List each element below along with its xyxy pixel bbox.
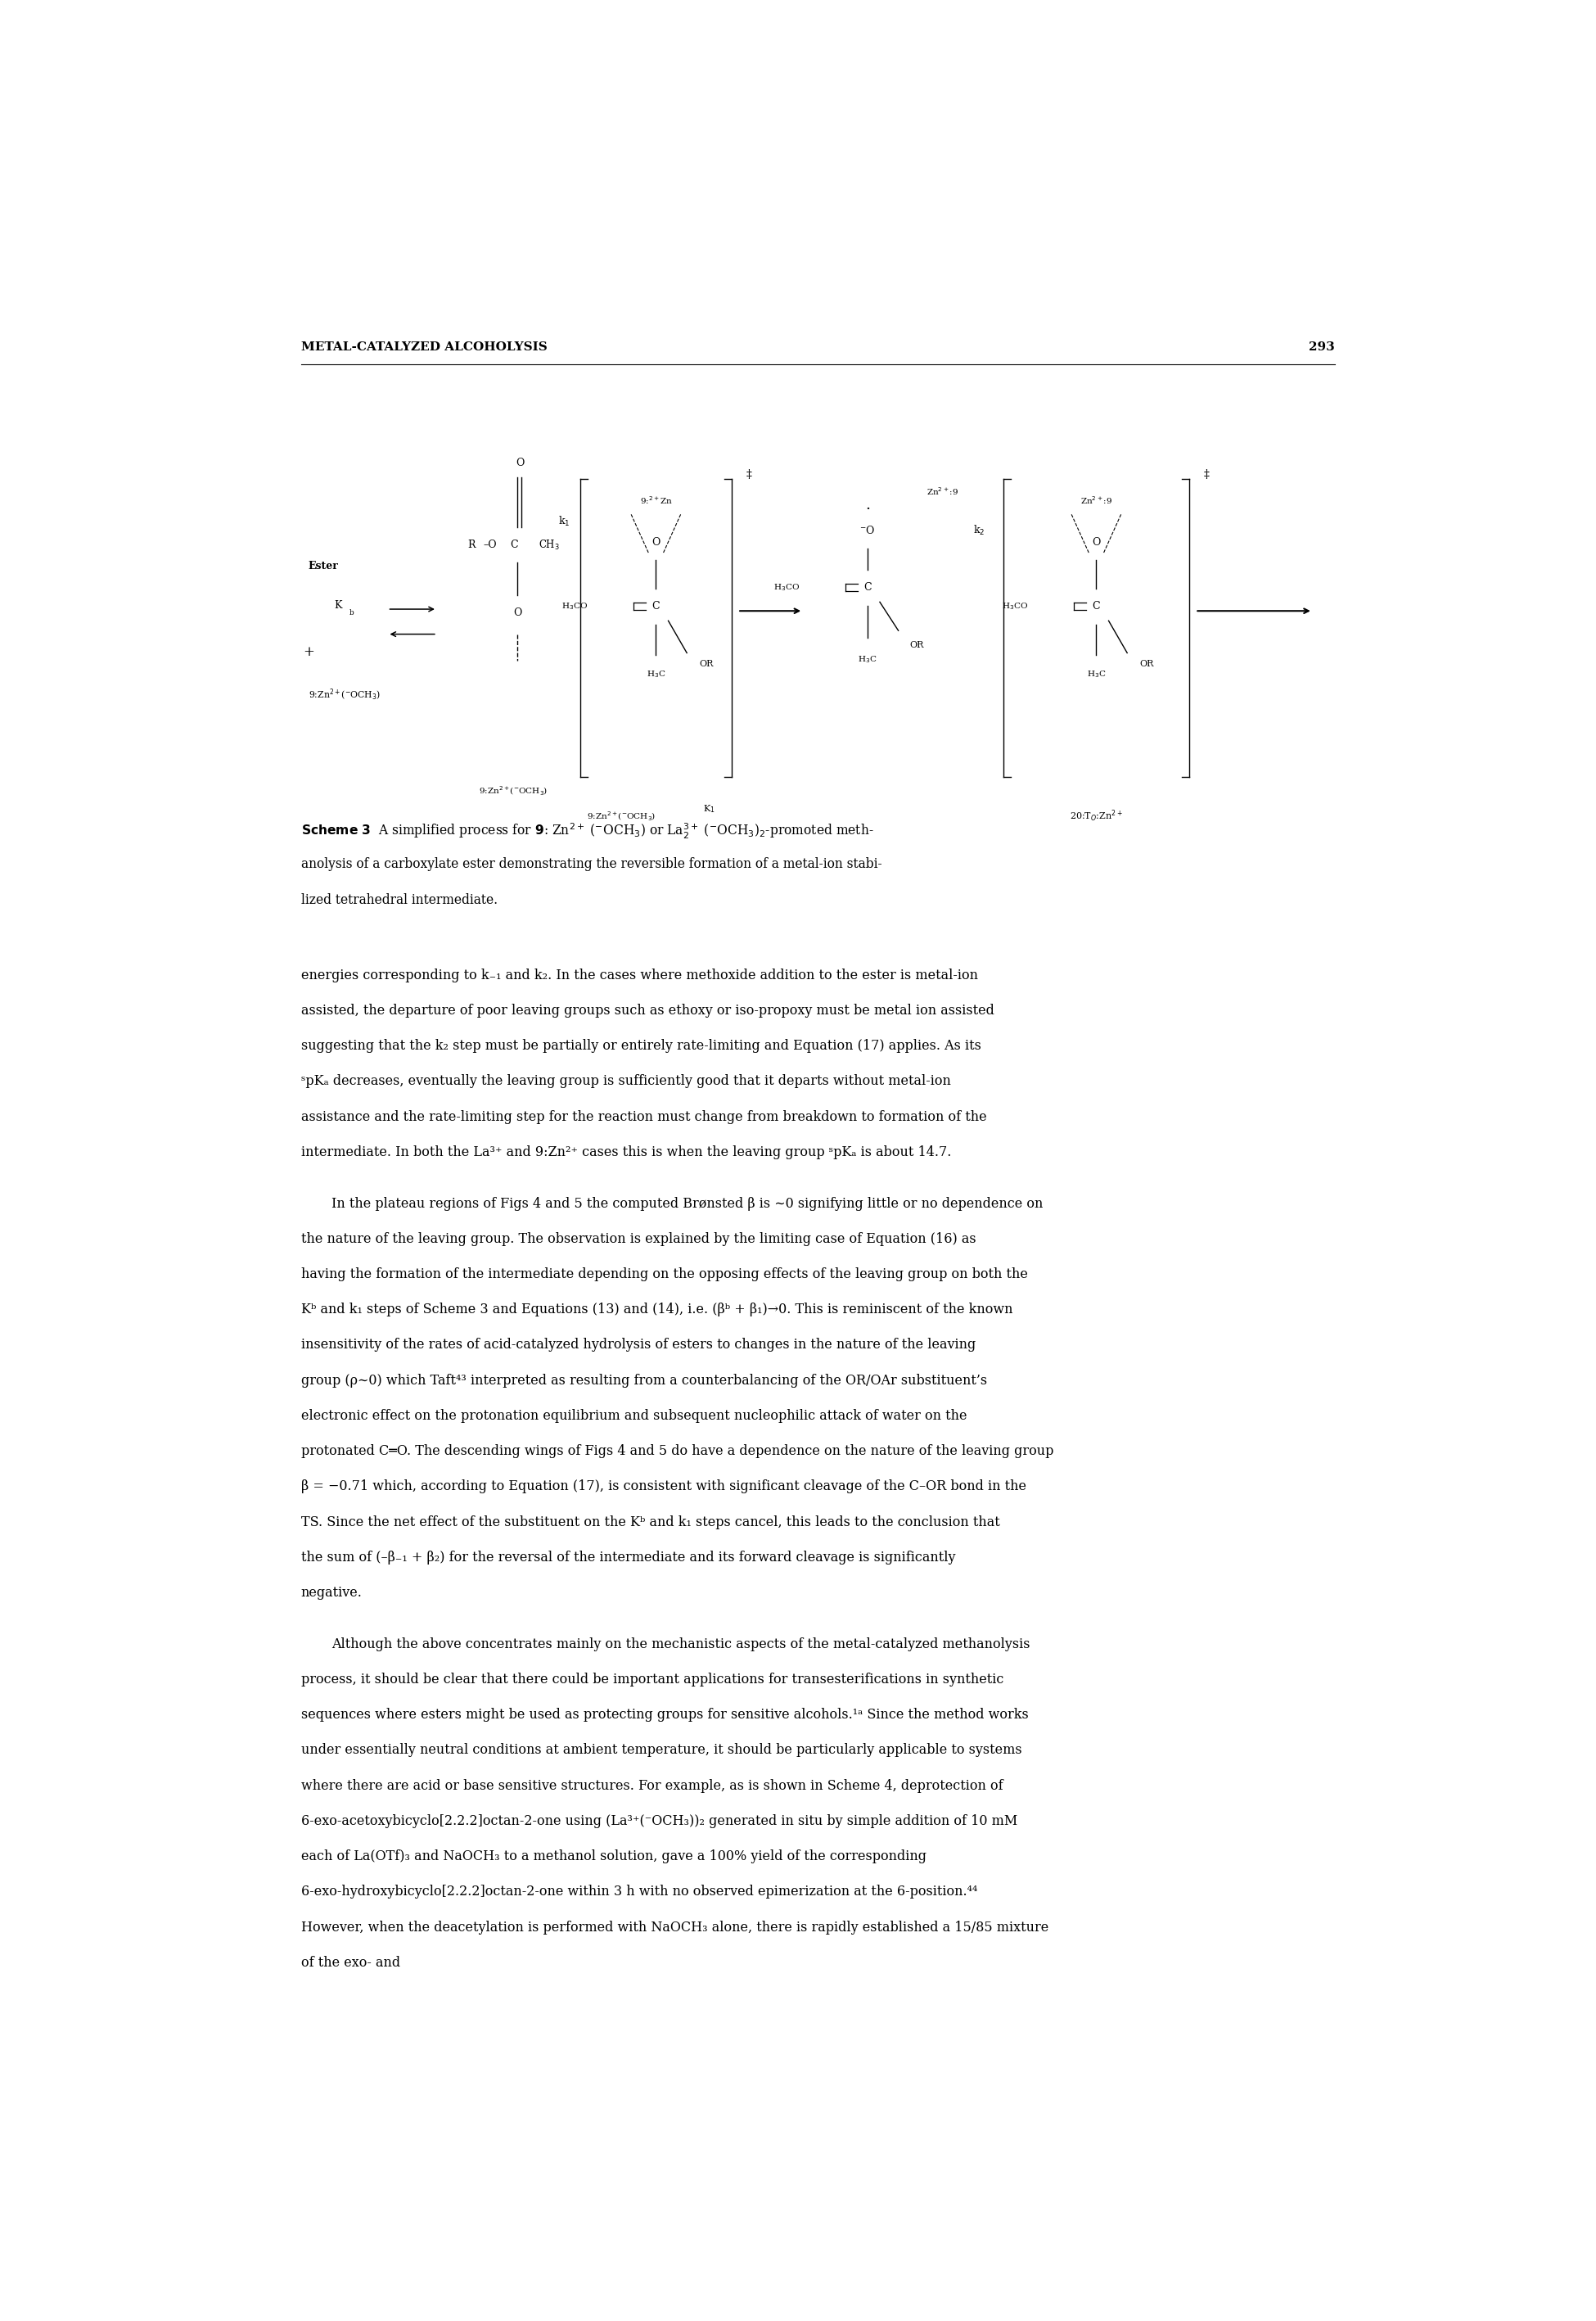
Text: group (ρ∼0) which Taft⁴³ interpreted as resulting from a counterbalancing of the: group (ρ∼0) which Taft⁴³ interpreted as …: [302, 1374, 986, 1388]
Text: Kᵇ and k₁ steps of Scheme 3 and Equations (13) and (14), i.e. (βᵇ + β₁)→0. This : Kᵇ and k₁ steps of Scheme 3 and Equation…: [302, 1302, 1012, 1316]
Text: negative.: negative.: [302, 1585, 362, 1599]
Text: ·: ·: [865, 501, 870, 518]
Text: β = −0.71 which, according to Equation (17), is consistent with significant clea: β = −0.71 which, according to Equation (…: [302, 1481, 1026, 1495]
Text: assistance and the rate-limiting step for the reaction must change from breakdow: assistance and the rate-limiting step fo…: [302, 1109, 986, 1123]
Text: METAL-CATALYZED ALCOHOLYSIS: METAL-CATALYZED ALCOHOLYSIS: [302, 341, 547, 353]
Text: anolysis of a carboxylate ester demonstrating the reversible formation of a meta: anolysis of a carboxylate ester demonstr…: [302, 856, 881, 870]
Text: CH$_3$: CH$_3$: [538, 538, 560, 552]
Text: Zn$^{2+}$:9: Zn$^{2+}$:9: [927, 485, 959, 497]
Text: In the plateau regions of Figs 4 and 5 the computed Brønsted β is ∼0 signifying : In the plateau regions of Figs 4 and 5 t…: [332, 1198, 1044, 1212]
Text: OR: OR: [910, 641, 924, 650]
Text: where there are acid or base sensitive structures. For example, as is shown in S: where there are acid or base sensitive s…: [302, 1778, 1002, 1792]
Text: K$_1$: K$_1$: [704, 803, 715, 815]
Text: energies corresponding to k₋₁ and k₂. In the cases where methoxide addition to t: energies corresponding to k₋₁ and k₂. In…: [302, 968, 978, 982]
Text: H$_3$C: H$_3$C: [646, 668, 666, 680]
Text: the nature of the leaving group. The observation is explained by the limiting ca: the nature of the leaving group. The obs…: [302, 1232, 975, 1246]
Text: H$_3$CO: H$_3$CO: [772, 583, 800, 592]
Text: Zn$^{2+}$:9: Zn$^{2+}$:9: [1080, 494, 1112, 506]
Text: ‡: ‡: [747, 469, 752, 480]
Text: of the exo- and: of the exo- and: [302, 1957, 401, 1971]
Text: protonated C═O. The descending wings of Figs 4 and 5 do have a dependence on the: protonated C═O. The descending wings of …: [302, 1444, 1053, 1458]
Text: sequences where esters might be used as protecting groups for sensitive alcohols: sequences where esters might be used as …: [302, 1708, 1028, 1722]
Text: O: O: [514, 608, 522, 617]
Text: C: C: [1092, 601, 1100, 613]
Text: each of La(OTf)₃ and NaOCH₃ to a methanol solution, gave a 100% yield of the cor: each of La(OTf)₃ and NaOCH₃ to a methano…: [302, 1850, 926, 1864]
Text: $\mathbf{Scheme\ 3}$  A simplified process for $\mathbf{9}$: Zn$^{2+}$ ($^{-}$OC: $\mathbf{Scheme\ 3}$ A simplified proces…: [302, 822, 873, 840]
Text: O: O: [516, 457, 523, 469]
Text: R: R: [468, 538, 476, 550]
Text: having the formation of the intermediate depending on the opposing effects of th: having the formation of the intermediate…: [302, 1267, 1028, 1281]
Text: ˢpKₐ decreases, eventually the leaving group is sufficiently good that it depart: ˢpKₐ decreases, eventually the leaving g…: [302, 1075, 951, 1089]
Text: insensitivity of the rates of acid-catalyzed hydrolysis of esters to changes in : insensitivity of the rates of acid-catal…: [302, 1339, 975, 1353]
Text: lized tetrahedral intermediate.: lized tetrahedral intermediate.: [302, 894, 498, 908]
Text: O: O: [651, 536, 661, 548]
Text: Ester: Ester: [308, 562, 338, 571]
Text: C: C: [863, 583, 871, 594]
Text: +: +: [303, 645, 314, 659]
Text: 6-exo-acetoxybicyclo[2.2.2]octan-2-one using (La³⁺(⁻OCH₃))₂ generated in situ by: 6-exo-acetoxybicyclo[2.2.2]octan-2-one u…: [302, 1815, 1017, 1829]
Text: 20:T$_O$:Zn$^{2+}$: 20:T$_O$:Zn$^{2+}$: [1069, 810, 1122, 824]
Text: k$_2$: k$_2$: [974, 525, 985, 536]
Text: suggesting that the k₂ step must be partially or entirely rate-limiting and Equa: suggesting that the k₂ step must be part…: [302, 1040, 982, 1054]
Text: 6-exo-hydroxybicyclo[2.2.2]octan-2-one within 3 h with no observed epimerization: 6-exo-hydroxybicyclo[2.2.2]octan-2-one w…: [302, 1885, 977, 1899]
Text: assisted, the departure of poor leaving groups such as ethoxy or iso-propoxy mus: assisted, the departure of poor leaving …: [302, 1003, 994, 1017]
Text: H$_3$CO: H$_3$CO: [1002, 601, 1028, 613]
Text: OR: OR: [1140, 659, 1154, 668]
Text: ‡: ‡: [1203, 469, 1210, 480]
Text: k$_1$: k$_1$: [559, 515, 570, 529]
Text: 9:Zn$^{2+}$($^{-}$OCH$_3$): 9:Zn$^{2+}$($^{-}$OCH$_3$): [587, 810, 656, 822]
Text: C: C: [653, 601, 659, 613]
Text: b: b: [350, 608, 354, 617]
Text: O: O: [1092, 536, 1101, 548]
Text: C: C: [509, 538, 517, 550]
Text: H$_3$C: H$_3$C: [1087, 668, 1106, 680]
Text: 9:Zn$^{2+}$($^{-}$OCH$_3$): 9:Zn$^{2+}$($^{-}$OCH$_3$): [479, 784, 547, 798]
Text: 9:Zn$^{2+}$($^{-}$OCH$_3$): 9:Zn$^{2+}$($^{-}$OCH$_3$): [308, 687, 380, 703]
Text: K: K: [334, 601, 342, 610]
Text: process, it should be clear that there could be important applications for trans: process, it should be clear that there c…: [302, 1673, 1004, 1687]
Text: H$_3$C: H$_3$C: [857, 655, 878, 664]
Text: $^{-}$O: $^{-}$O: [860, 525, 875, 536]
Text: OR: OR: [699, 659, 713, 668]
Text: intermediate. In both the La³⁺ and 9:Zn²⁺ cases this is when the leaving group ˢ: intermediate. In both the La³⁺ and 9:Zn²…: [302, 1144, 951, 1158]
Text: H$_3$CO: H$_3$CO: [562, 601, 587, 613]
Text: Although the above concentrates mainly on the mechanistic aspects of the metal-c: Although the above concentrates mainly o…: [332, 1636, 1031, 1650]
Text: under essentially neutral conditions at ambient temperature, it should be partic: under essentially neutral conditions at …: [302, 1743, 1021, 1757]
Text: However, when the deacetylation is performed with NaOCH₃ alone, there is rapidly: However, when the deacetylation is perfo…: [302, 1919, 1049, 1933]
Text: TS. Since the net effect of the substituent on the Kᵇ and k₁ steps cancel, this : TS. Since the net effect of the substitu…: [302, 1516, 999, 1530]
Text: the sum of (–β₋₁ + β₂) for the reversal of the intermediate and its forward clea: the sum of (–β₋₁ + β₂) for the reversal …: [302, 1550, 956, 1564]
Text: electronic effect on the protonation equilibrium and subsequent nucleophilic att: electronic effect on the protonation equ…: [302, 1409, 967, 1423]
Text: 9:$^{2+}$Zn: 9:$^{2+}$Zn: [640, 494, 672, 506]
Text: –O: –O: [484, 538, 496, 550]
Text: 293: 293: [1309, 341, 1334, 353]
